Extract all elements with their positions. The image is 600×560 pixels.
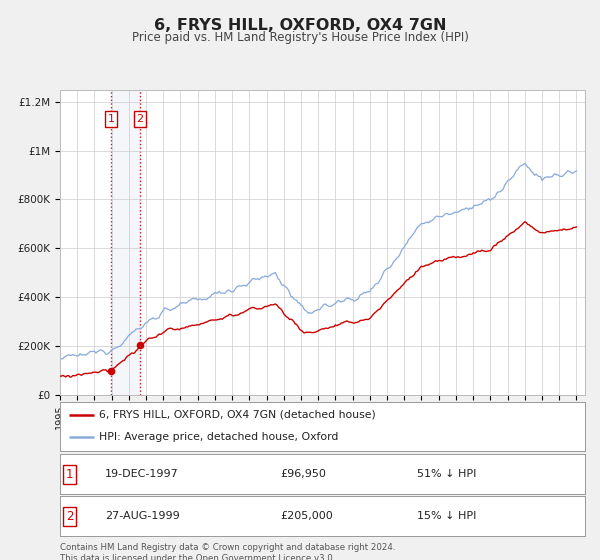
Text: 2: 2: [66, 510, 73, 523]
Text: 1: 1: [107, 114, 115, 124]
Text: £205,000: £205,000: [281, 511, 333, 521]
Text: 51% ↓ HPI: 51% ↓ HPI: [417, 469, 476, 479]
Text: 19-DEC-1997: 19-DEC-1997: [104, 469, 178, 479]
Text: Price paid vs. HM Land Registry's House Price Index (HPI): Price paid vs. HM Land Registry's House …: [131, 31, 469, 44]
Text: £96,950: £96,950: [281, 469, 326, 479]
Text: 1: 1: [66, 468, 73, 481]
Text: Contains HM Land Registry data © Crown copyright and database right 2024.
This d: Contains HM Land Registry data © Crown c…: [60, 543, 395, 560]
Text: 6, FRYS HILL, OXFORD, OX4 7GN (detached house): 6, FRYS HILL, OXFORD, OX4 7GN (detached …: [100, 410, 376, 420]
Text: HPI: Average price, detached house, Oxford: HPI: Average price, detached house, Oxfo…: [100, 432, 339, 442]
Text: 15% ↓ HPI: 15% ↓ HPI: [417, 511, 476, 521]
Text: 27-AUG-1999: 27-AUG-1999: [104, 511, 179, 521]
Bar: [111, 90, 140, 395]
Text: 6, FRYS HILL, OXFORD, OX4 7GN: 6, FRYS HILL, OXFORD, OX4 7GN: [154, 18, 446, 33]
Text: 2: 2: [136, 114, 143, 124]
